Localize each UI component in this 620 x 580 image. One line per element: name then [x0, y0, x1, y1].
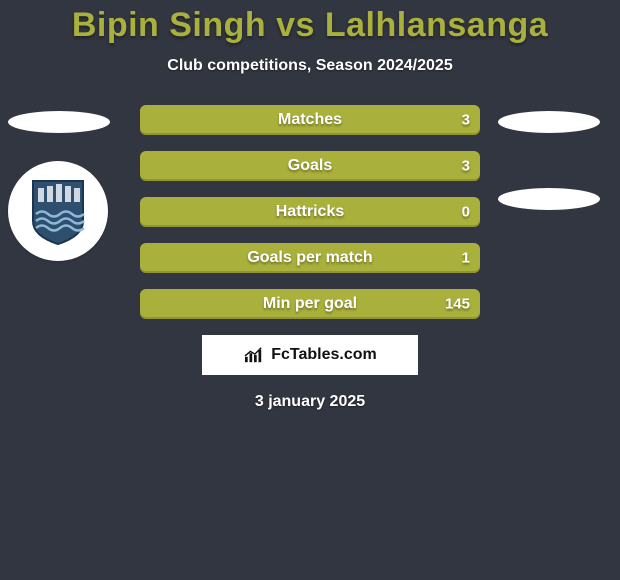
stat-value: 0	[462, 204, 470, 221]
stat-value: 3	[462, 112, 470, 129]
stat-label: Hattricks	[276, 203, 344, 221]
stat-row: Matches 3	[140, 105, 480, 135]
player-right-name-placeholder	[498, 111, 600, 133]
stat-row: Hattricks 0	[140, 197, 480, 227]
comparison-content: Matches 3 Goals 3 Hattricks 0 Goals per …	[0, 105, 620, 411]
bar-chart-icon	[243, 346, 265, 364]
player-left-column	[8, 105, 110, 261]
stat-row: Goals per match 1	[140, 243, 480, 273]
watermark: FcTables.com	[202, 335, 418, 375]
club-badge-left	[8, 161, 108, 261]
stat-label: Min per goal	[263, 295, 357, 313]
watermark-text: FcTables.com	[271, 346, 377, 364]
subtitle: Club competitions, Season 2024/2025	[0, 57, 620, 75]
stat-value: 145	[445, 296, 470, 313]
stat-label: Goals	[288, 157, 332, 175]
club-badge-right-placeholder	[498, 188, 600, 210]
stat-label: Matches	[278, 111, 342, 129]
stat-label: Goals per match	[247, 249, 372, 267]
stats-bars: Matches 3 Goals 3 Hattricks 0 Goals per …	[140, 105, 480, 319]
stat-value: 3	[462, 158, 470, 175]
stat-value: 1	[462, 250, 470, 267]
mumbai-city-badge-icon	[28, 176, 88, 246]
player-left-name-placeholder	[8, 111, 110, 133]
page-title: Bipin Singh vs Lalhlansanga	[0, 0, 620, 45]
footer-date: 3 january 2025	[0, 393, 620, 411]
stat-row: Min per goal 145	[140, 289, 480, 319]
stat-row: Goals 3	[140, 151, 480, 181]
player-right-column	[498, 105, 600, 210]
